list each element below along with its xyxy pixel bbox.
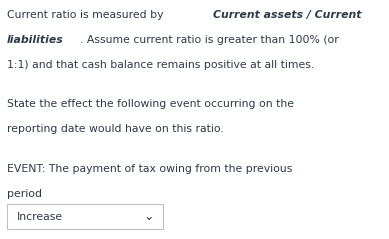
Text: EVENT: The payment of tax owing from the previous: EVENT: The payment of tax owing from the… [7, 164, 293, 174]
Text: 1:1) and that cash balance remains positive at all times.: 1:1) and that cash balance remains posit… [7, 60, 314, 70]
Text: . Assume current ratio is greater than 100% (or: . Assume current ratio is greater than 1… [80, 35, 339, 45]
Text: State the effect the following event occurring on the: State the effect the following event occ… [7, 99, 294, 109]
FancyBboxPatch shape [7, 204, 163, 229]
Text: period: period [7, 189, 42, 199]
Text: ⌄: ⌄ [144, 210, 154, 223]
Text: reporting date would have on this ratio.: reporting date would have on this ratio. [7, 124, 224, 134]
Text: Increase: Increase [17, 212, 63, 222]
Text: liabilities: liabilities [7, 35, 64, 45]
Text: Current assets / Current: Current assets / Current [214, 10, 362, 20]
Text: Current ratio is measured by: Current ratio is measured by [7, 10, 167, 20]
